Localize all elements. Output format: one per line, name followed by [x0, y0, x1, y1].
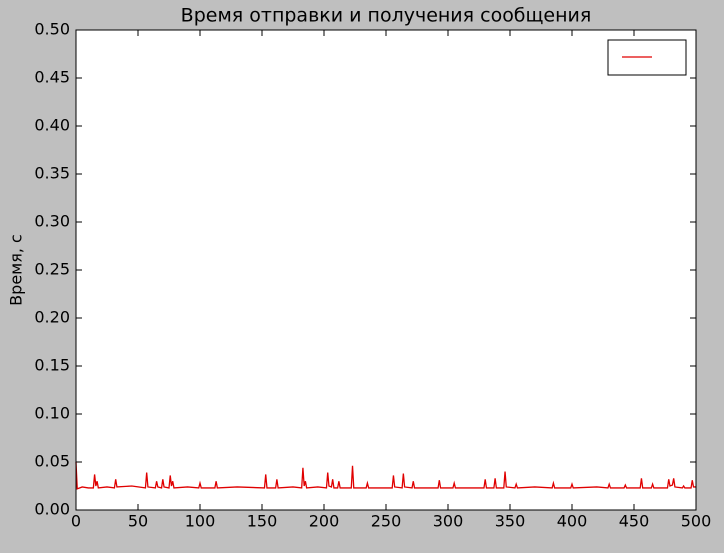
x-tick-label: 350: [495, 512, 526, 531]
x-tick-label: 400: [557, 512, 588, 531]
chart-title: Время отправки и получения сообщения: [181, 5, 592, 27]
y-tick-label: 0.40: [34, 116, 70, 135]
x-tick-label: 300: [433, 512, 464, 531]
y-tick-label: 0.15: [34, 356, 70, 375]
y-tick-label: 0.20: [34, 308, 70, 327]
x-tick-label: 0: [71, 512, 81, 531]
y-tick-label: 0.05: [34, 452, 70, 471]
data-line: [75, 461, 696, 490]
y-tick-label: 0.35: [34, 164, 70, 183]
x-tick-label: 150: [247, 512, 278, 531]
y-tick-label: 0.00: [34, 500, 70, 519]
x-tick-label: 250: [371, 512, 402, 531]
plot-frame: [75, 29, 697, 511]
plot-area: [76, 30, 696, 510]
x-tick-label: 200: [309, 512, 340, 531]
x-tick-label: 450: [619, 512, 650, 531]
y-tick-label: 0.45: [34, 68, 70, 87]
y-tick-label: 0.10: [34, 404, 70, 423]
y-tick-label: 0.30: [34, 212, 70, 231]
y-axis-label: Время, с: [7, 234, 26, 306]
x-tick-label: 500: [681, 512, 712, 531]
x-tick-label: 100: [185, 512, 216, 531]
y-tick-label: 0.25: [34, 260, 70, 279]
y-tick-label: 0.50: [34, 20, 70, 39]
x-tick-label: 50: [128, 512, 148, 531]
